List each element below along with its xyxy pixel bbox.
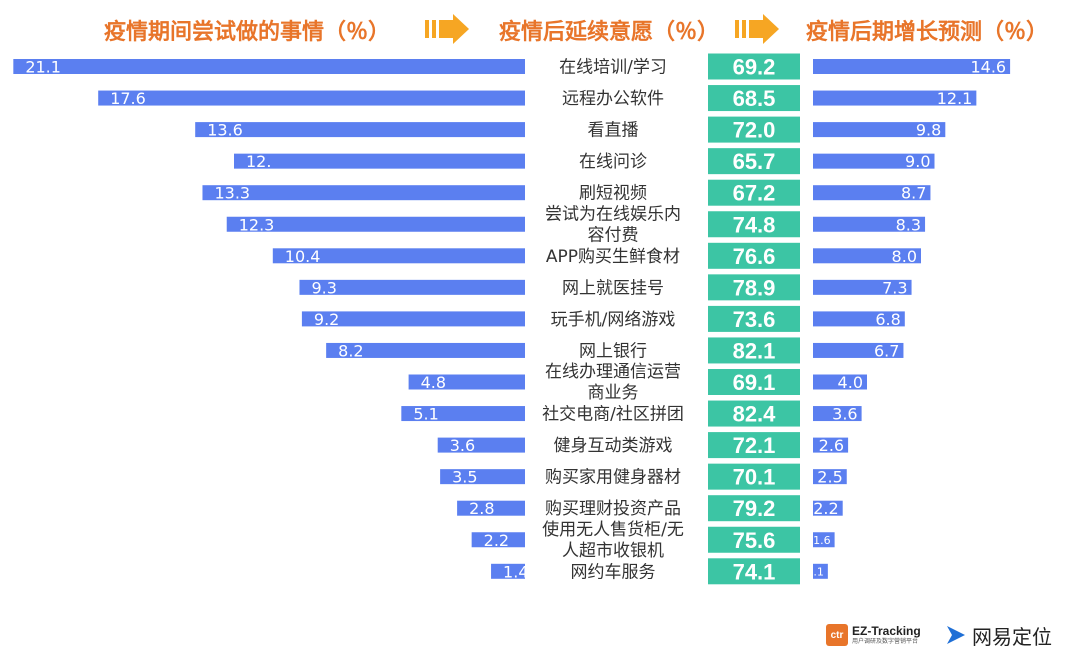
continuation-value: 72.1 bbox=[733, 433, 776, 458]
category-label: 网上就医挂号 bbox=[562, 278, 664, 298]
continuation-value: 75.6 bbox=[733, 528, 776, 553]
right-bar-value: 8.0 bbox=[892, 247, 917, 266]
wangyi-name: 网易定位 bbox=[972, 621, 1052, 650]
right-bar-value: 2.5 bbox=[817, 468, 842, 487]
left-bar-value: 4.8 bbox=[421, 373, 446, 392]
ez-tracking-subtitle: 用户调研及数字营销平台 bbox=[852, 639, 921, 645]
category-label: 在线培训/学习 bbox=[559, 58, 667, 78]
continuation-value: 79.2 bbox=[733, 496, 776, 521]
continuation-value: 65.7 bbox=[733, 149, 776, 174]
ctr-badge: ctr bbox=[826, 624, 848, 646]
continuation-value: 73.6 bbox=[733, 307, 776, 332]
left-bar-value: 5.1 bbox=[413, 405, 438, 424]
right-bar-value: 8.3 bbox=[896, 215, 921, 234]
left-bar bbox=[13, 59, 525, 74]
right-bar-value: 7.3 bbox=[882, 278, 907, 297]
category-label: 使用无人售货柜/无人超市收银机 bbox=[542, 519, 684, 561]
continuation-value: 74.8 bbox=[733, 212, 776, 237]
category-label-line: 在线办理通信运营 bbox=[545, 362, 681, 382]
left-bar-value: 12. bbox=[246, 152, 271, 171]
category-label: 看直播 bbox=[588, 121, 639, 141]
continuation-value: 69.1 bbox=[733, 370, 776, 395]
right-bar-value: 3.6 bbox=[832, 405, 857, 424]
continuation-value: 74.1 bbox=[733, 559, 776, 584]
category-label: 社交电商/社区拼团 bbox=[542, 405, 684, 425]
left-bar-value: 10.4 bbox=[285, 247, 321, 266]
category-label: 购买家用健身器材 bbox=[545, 468, 681, 488]
right-bar-value: 9.0 bbox=[905, 152, 930, 171]
category-label-line: 容付费 bbox=[588, 225, 639, 245]
continuation-value: 82.4 bbox=[733, 402, 777, 427]
continuation-value: 76.6 bbox=[733, 244, 776, 269]
right-bar-value: 14.6 bbox=[970, 58, 1006, 77]
left-bar-value: 9.2 bbox=[314, 310, 339, 329]
continuation-value: 78.9 bbox=[733, 275, 776, 300]
left-bar-value: 2.2 bbox=[484, 531, 509, 550]
left-bar bbox=[98, 91, 525, 106]
ez-tracking-name: EZ-Tracking bbox=[852, 625, 921, 637]
right-bar-value: 2.6 bbox=[819, 436, 844, 455]
left-bar-value: 8.2 bbox=[338, 341, 363, 360]
wangyi-logo: 网易定位 bbox=[944, 618, 1052, 652]
category-label: APP购买生鲜食材 bbox=[546, 247, 680, 267]
right-bar-value: 4.0 bbox=[838, 373, 863, 392]
ez-tracking-logo: ctr EZ-Tracking 用户调研及数字营销平台 bbox=[826, 618, 921, 652]
continuation-value: 72.0 bbox=[733, 118, 776, 143]
category-label: 在线问诊 bbox=[579, 152, 647, 172]
category-label: 刷短视频 bbox=[579, 184, 647, 204]
category-label-line: 尝试为在线娱乐内 bbox=[545, 204, 681, 224]
left-bar-value: 1.4 bbox=[503, 562, 528, 581]
category-label: 网约车服务 bbox=[571, 562, 656, 582]
category-label: 玩手机/网络游戏 bbox=[551, 310, 676, 330]
category-label: 远程办公软件 bbox=[562, 89, 664, 109]
left-bar-value: 13.3 bbox=[214, 184, 250, 203]
left-bar-value: 21.1 bbox=[25, 58, 61, 77]
left-bar-value: 3.5 bbox=[452, 468, 477, 487]
left-bar bbox=[234, 154, 525, 169]
left-bar-value: 3.6 bbox=[450, 436, 475, 455]
right-bar-value: 1.1 bbox=[806, 565, 824, 578]
right-bar-value: 6.7 bbox=[874, 341, 899, 360]
right-bar-value: 2.2 bbox=[813, 499, 838, 518]
right-bar-value: 12.1 bbox=[937, 89, 973, 108]
continuation-value: 70.1 bbox=[733, 465, 776, 490]
continuation-value: 67.2 bbox=[733, 181, 776, 206]
category-label: 健身互动类游戏 bbox=[554, 436, 673, 456]
category-label: 网上银行 bbox=[579, 341, 647, 361]
right-bar-value: 9.8 bbox=[916, 121, 941, 140]
category-label: 尝试为在线娱乐内容付费 bbox=[545, 204, 681, 245]
continuation-value: 68.5 bbox=[733, 86, 776, 111]
continuation-value: 69.2 bbox=[733, 55, 776, 80]
category-label-line: 使用无人售货柜/无 bbox=[542, 519, 684, 540]
left-bar-value: 9.3 bbox=[311, 278, 336, 297]
left-bar-value: 2.8 bbox=[469, 499, 494, 518]
left-bar bbox=[202, 185, 525, 200]
category-label-line: 人超市收银机 bbox=[562, 541, 664, 561]
right-bar-value: 6.8 bbox=[875, 310, 900, 329]
category-label: 在线办理通信运营商业务 bbox=[545, 362, 681, 403]
category-label-line: 商业务 bbox=[588, 383, 639, 403]
left-bar bbox=[195, 122, 525, 137]
left-bar-value: 13.6 bbox=[207, 121, 243, 140]
right-bar-value: 8.7 bbox=[901, 184, 926, 203]
left-bar-value: 12.3 bbox=[239, 215, 275, 234]
continuation-value: 82.1 bbox=[733, 338, 776, 363]
location-arrow-icon bbox=[944, 623, 968, 647]
left-bar-value: 17.6 bbox=[110, 89, 146, 108]
right-bar-value: 1.6 bbox=[813, 534, 831, 547]
butterfly-chart: 21.1 14.6 69.2 在线培训/学习 17.6 12.1 68.5 远程办公软件 13.… bbox=[0, 0, 1080, 662]
category-label: 购买理财投资产品 bbox=[545, 499, 681, 519]
